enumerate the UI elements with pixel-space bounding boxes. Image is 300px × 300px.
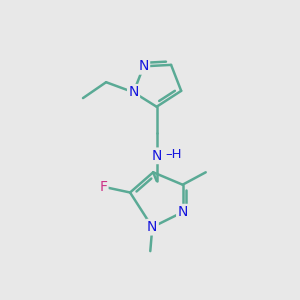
Text: N: N [177,205,188,219]
Text: N: N [139,59,149,73]
Text: N: N [128,85,139,99]
Text: N: N [147,220,158,234]
Text: –H: –H [165,148,181,161]
Text: N: N [152,149,162,163]
Text: F: F [99,180,107,194]
